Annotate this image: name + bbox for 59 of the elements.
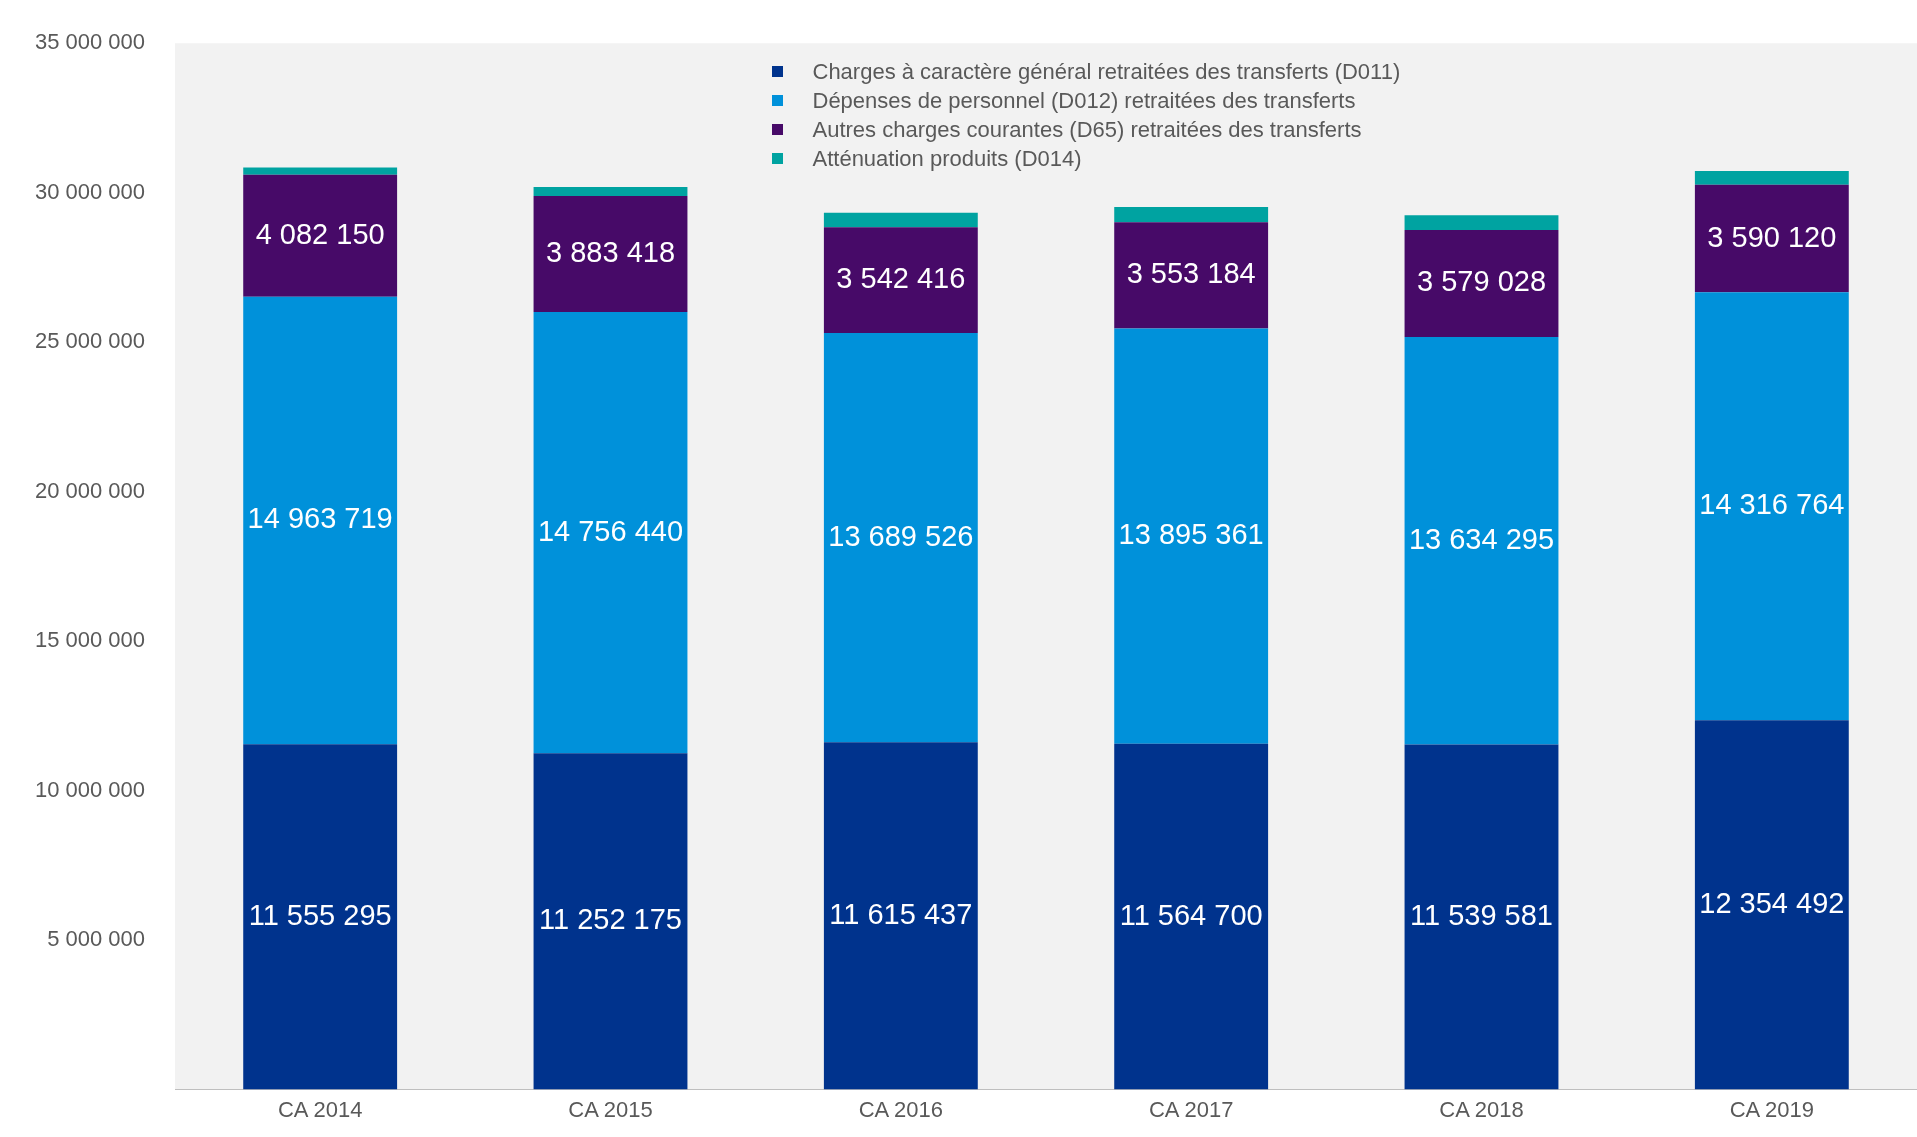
x-tick-label: CA 2018 xyxy=(1439,1096,1524,1122)
data-label: 3 553 184 xyxy=(1126,257,1256,290)
y-tick-label: 30 000 000 xyxy=(34,178,145,204)
y-tick-label: 25 000 000 xyxy=(34,328,145,354)
bar xyxy=(1114,328,1269,744)
data-label: 14 963 719 xyxy=(247,502,393,535)
bar xyxy=(533,195,688,313)
x-tick-label: CA 2019 xyxy=(1729,1096,1815,1122)
bar xyxy=(823,227,978,334)
data-label: 11 615 437 xyxy=(829,897,973,930)
bar xyxy=(1114,206,1269,223)
y-tick-label: 10 000 000 xyxy=(34,776,145,802)
data-label: 3 542 416 xyxy=(836,262,966,295)
data-label: 11 564 700 xyxy=(1119,898,1263,931)
data-label: 3 883 418 xyxy=(545,235,676,268)
y-tick-label: 35 000 000 xyxy=(34,29,145,55)
data-label: 3 590 120 xyxy=(1707,220,1837,253)
y-tick-label: 20 000 000 xyxy=(34,477,145,503)
bar xyxy=(1114,743,1269,1090)
data-label: 4 082 150 xyxy=(255,217,385,250)
bar xyxy=(1694,720,1849,1090)
bar xyxy=(823,212,978,228)
bar xyxy=(533,312,688,754)
bar xyxy=(243,174,398,297)
x-tick-label: CA 2017 xyxy=(1148,1096,1234,1122)
bar xyxy=(1114,222,1269,329)
bar xyxy=(243,296,398,745)
bar xyxy=(243,167,398,175)
data-label: 13 634 295 xyxy=(1408,522,1555,555)
x-tick-label: CA 2015 xyxy=(568,1096,653,1122)
legend-label: Atténuation produits (D014) xyxy=(812,145,1082,174)
data-label: 3 579 028 xyxy=(1416,265,1547,298)
data-label: 11 555 295 xyxy=(248,898,392,931)
legend-label: Dépenses de personnel (D012) retraitées des transferts xyxy=(812,87,1356,116)
legend-label: Autres charges courantes (D65) retraitées des transferts xyxy=(812,116,1362,145)
legend-label: Charges à caractère général retraitées des transferts (D011) xyxy=(812,58,1401,87)
bar xyxy=(1404,744,1559,1090)
bar xyxy=(533,753,688,1090)
bar xyxy=(1694,171,1849,185)
bar xyxy=(1694,184,1849,293)
data-label: 12 354 492 xyxy=(1699,886,1845,919)
bar xyxy=(1404,215,1559,230)
data-label: 13 689 526 xyxy=(828,519,974,552)
bar xyxy=(1404,229,1559,337)
data-label: 14 756 440 xyxy=(537,514,684,547)
y-tick-label: 15 000 000 xyxy=(34,627,145,653)
bar xyxy=(1404,336,1559,745)
x-tick-label: CA 2016 xyxy=(858,1096,944,1122)
data-label: 14 316 764 xyxy=(1699,488,1845,521)
y-tick-label: 5 000 000 xyxy=(47,926,145,952)
data-label: 11 539 581 xyxy=(1410,899,1553,932)
data-label: 11 252 175 xyxy=(539,903,682,936)
data-label: 13 895 361 xyxy=(1118,518,1264,551)
bar xyxy=(533,186,688,196)
x-tick-label: CA 2014 xyxy=(277,1096,363,1122)
bar xyxy=(243,744,398,1090)
bar xyxy=(1694,292,1849,721)
bar xyxy=(823,333,978,743)
bar xyxy=(823,742,978,1090)
